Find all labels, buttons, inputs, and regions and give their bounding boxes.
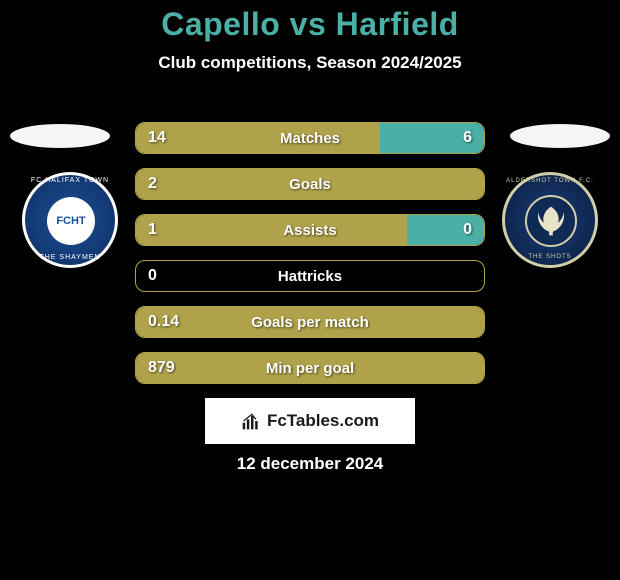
stat-label: Min per goal (136, 353, 484, 383)
stat-label: Goals (136, 169, 484, 199)
club-badge-right: ALDERSHOT TOWN F.C. THE SHOTS (502, 172, 598, 268)
stat-label: Assists (136, 215, 484, 245)
stat-row: 14Matches6 (135, 122, 485, 154)
stat-label: Hattricks (136, 261, 484, 291)
stat-row: 0Hattricks (135, 260, 485, 292)
flag-right (510, 124, 610, 148)
stat-row: 2Goals (135, 168, 485, 200)
stats-column: 14Matches62Goals1Assists00Hattricks0.14G… (135, 122, 485, 398)
badge-left-bottom-text: THE SHAYMEN (25, 254, 115, 261)
chart-icon (241, 411, 261, 431)
page-title: Capello vs Harfield (0, 6, 620, 43)
badge-left-center: FCHT (47, 197, 95, 245)
stat-value-right: 0 (463, 215, 472, 245)
stat-label: Goals per match (136, 307, 484, 337)
stat-row: 1Assists0 (135, 214, 485, 246)
date-text: 12 december 2024 (0, 454, 620, 474)
badge-right-bottom-text: THE SHOTS (505, 254, 595, 260)
comparison-card: Capello vs Harfield Club competitions, S… (0, 0, 620, 73)
flag-left (10, 124, 110, 148)
stat-label: Matches (136, 123, 484, 153)
stat-value-right: 6 (463, 123, 472, 153)
stat-row: 879Min per goal (135, 352, 485, 384)
stat-row: 0.14Goals per match (135, 306, 485, 338)
subtitle: Club competitions, Season 2024/2025 (0, 53, 620, 73)
badge-right-top-text: ALDERSHOT TOWN F.C. (505, 178, 595, 184)
club-badge-left: FC HALIFAX TOWN FCHT THE SHAYMEN (22, 172, 118, 268)
phoenix-icon (533, 203, 569, 239)
badge-left-top-text: FC HALIFAX TOWN (25, 177, 115, 184)
watermark: FcTables.com (205, 398, 415, 444)
watermark-text: FcTables.com (267, 411, 379, 431)
